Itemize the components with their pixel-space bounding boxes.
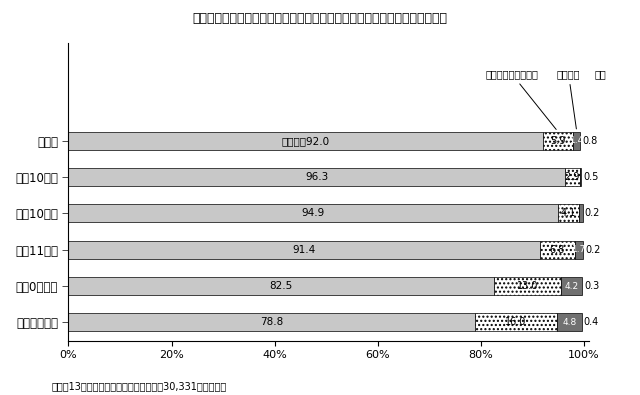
Text: 0.2: 0.2	[584, 209, 600, 218]
Text: 1.7: 1.7	[572, 245, 586, 254]
Text: 91.4: 91.4	[292, 245, 316, 255]
Bar	[68, 277, 493, 295]
Bar	[579, 204, 583, 222]
Text: 82.5: 82.5	[269, 281, 292, 291]
Bar	[68, 168, 565, 186]
Bar	[573, 132, 580, 150]
Text: 1.4: 1.4	[570, 136, 584, 145]
Text: 16.0: 16.0	[505, 317, 527, 327]
Bar	[557, 204, 579, 222]
Text: 0.5: 0.5	[583, 172, 598, 182]
Text: 78.8: 78.8	[260, 317, 283, 327]
Bar	[68, 313, 475, 331]
Text: 図３　子どもの平日の就寝時間別にみた朝食の有無の状況【第１３回調査】: 図３ 子どもの平日の就寝時間別にみた朝食の有無の状況【第１３回調査】	[193, 12, 447, 25]
Text: 0.4: 0.4	[584, 317, 598, 327]
Text: 2.9: 2.9	[564, 172, 580, 182]
Text: 6.8: 6.8	[550, 245, 564, 255]
Bar	[561, 277, 582, 295]
Bar	[493, 277, 561, 295]
Bar	[565, 168, 580, 186]
Bar	[68, 132, 543, 150]
Text: 94.9: 94.9	[301, 209, 324, 218]
Text: 13.0: 13.0	[516, 281, 538, 291]
Text: 4.8: 4.8	[563, 318, 577, 327]
Bar	[557, 313, 582, 331]
Text: 0.3: 0.3	[584, 281, 599, 291]
Bar	[68, 241, 540, 259]
Text: 注：第13回調査の回答を得た者（総数　30,331）を集計。: 注：第13回調査の回答を得た者（総数 30,331）を集計。	[51, 381, 227, 391]
Bar	[68, 204, 557, 222]
Bar	[580, 168, 581, 186]
Bar	[543, 132, 573, 150]
Bar	[540, 241, 575, 259]
Text: 5.9: 5.9	[550, 136, 566, 146]
Text: 食べない: 食べない	[557, 69, 580, 129]
Text: 96.3: 96.3	[305, 172, 328, 182]
Text: 食べる　92.0: 食べる 92.0	[282, 136, 330, 146]
Text: 0.2: 0.2	[585, 245, 600, 255]
Bar	[575, 241, 584, 259]
Bar	[475, 313, 557, 331]
Text: 食べないことがある: 食べないことがある	[485, 69, 556, 130]
Text: 不詳: 不詳	[595, 69, 606, 79]
Text: 4.1: 4.1	[561, 209, 576, 218]
Text: 0.8: 0.8	[582, 136, 597, 146]
Text: 4.2: 4.2	[564, 282, 579, 291]
